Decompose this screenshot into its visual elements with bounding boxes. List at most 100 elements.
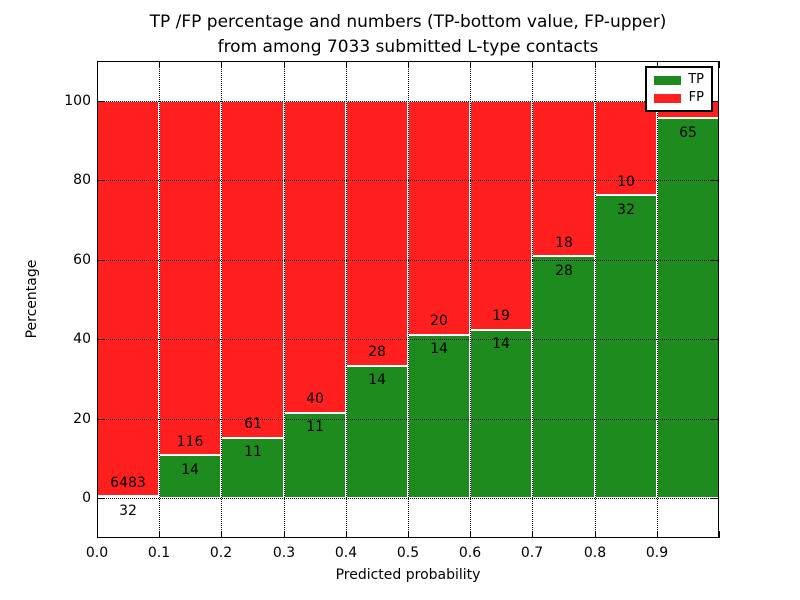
x-axis-label: Predicted probability: [335, 567, 481, 583]
y-tick-mark: [98, 339, 105, 340]
x-tick-label: 0.9: [645, 545, 669, 561]
tp-count-label: 11: [244, 444, 262, 460]
y-tick-mark-right: [711, 498, 718, 499]
y-tick-label: 60: [73, 252, 91, 268]
y-tick-mark: [98, 419, 105, 420]
tp-count-label: 28: [555, 263, 573, 279]
tp-count-label: 32: [617, 202, 635, 218]
y-axis-label: Percentage: [24, 259, 40, 339]
fp-swatch-icon: [654, 93, 681, 103]
vertical-gridline: [159, 61, 160, 538]
x-tick-mark: [284, 531, 285, 538]
bar-fp: [470, 101, 532, 330]
x-tick-mark: [470, 531, 471, 538]
y-tick-label: 80: [73, 172, 91, 188]
fp-count-label: 10: [617, 174, 635, 190]
y-tick-mark-right: [711, 260, 718, 261]
y-tick-mark-right: [711, 339, 718, 340]
x-tick-mark: [719, 531, 720, 538]
horizontal-gridline: [97, 419, 719, 420]
legend-label-tp: TP: [688, 72, 704, 87]
fp-count-label: 28: [368, 344, 386, 360]
x-tick-mark: [657, 531, 658, 538]
x-tick-label: 0.1: [147, 545, 171, 561]
x-tick-mark: [346, 531, 347, 538]
x-tick-label: 0.8: [583, 545, 607, 561]
vertical-gridline: [284, 61, 285, 538]
bar-tp: [408, 335, 470, 498]
vertical-gridline: [346, 61, 347, 538]
bar-tp: [657, 118, 719, 498]
x-tick-mark: [97, 531, 98, 538]
horizontal-gridline: [97, 101, 719, 102]
chart-title-line2: from among 7033 submitted L-type contact…: [217, 37, 599, 57]
x-tick-mark-top: [159, 61, 160, 68]
bar-fp: [532, 101, 595, 256]
y-tick-label: 0: [82, 490, 91, 506]
tp-count-label: 14: [368, 372, 386, 388]
x-tick-mark-top: [532, 61, 533, 68]
horizontal-gridline: [97, 339, 719, 340]
vertical-gridline: [532, 61, 533, 538]
bar-tp: [159, 455, 221, 498]
fp-count-label: 19: [492, 308, 510, 324]
bar-tp: [284, 413, 346, 498]
tp-swatch-icon: [654, 75, 681, 85]
x-tick-label: 0.6: [458, 545, 482, 561]
x-tick-label: 0.2: [209, 545, 233, 561]
vertical-gridline: [657, 61, 658, 538]
fp-count-label: 40: [306, 391, 324, 407]
bar-tp: [532, 256, 595, 498]
fp-count-label: 6483: [110, 475, 146, 491]
bar-tp: [346, 366, 408, 498]
y-tick-mark-right: [711, 419, 718, 420]
x-tick-label: 0.4: [334, 545, 358, 561]
y-tick-mark: [98, 260, 105, 261]
y-tick-mark-right: [711, 101, 718, 102]
chart-title-line1: TP /FP percentage and numbers (TP-bottom…: [149, 12, 667, 32]
tp-count-label: 32: [119, 503, 137, 519]
x-tick-mark-top: [346, 61, 347, 68]
horizontal-gridline: [97, 260, 719, 261]
vertical-gridline: [470, 61, 471, 538]
vertical-gridline: [595, 61, 596, 538]
y-tick-label: 20: [73, 411, 91, 427]
x-tick-label: 0.7: [520, 545, 544, 561]
fp-count-label: 18: [555, 235, 573, 251]
y-tick-mark-right: [711, 180, 718, 181]
tp-count-label: 11: [306, 419, 324, 435]
x-tick-mark: [532, 531, 533, 538]
x-tick-label: 0.0: [85, 545, 109, 561]
x-tick-mark: [595, 531, 596, 538]
x-tick-mark-top: [408, 61, 409, 68]
chart-title: TP /FP percentage and numbers (TP-bottom…: [97, 10, 719, 60]
bar-fp: [284, 101, 346, 413]
legend-label-fp: FP: [688, 90, 704, 105]
bar-fp: [97, 101, 159, 496]
y-tick-label: 100: [64, 93, 91, 109]
x-tick-label: 0.3: [272, 545, 296, 561]
bar-tp: [470, 330, 532, 498]
tp-count-label: 65: [679, 125, 697, 141]
legend: TP FP: [645, 66, 713, 112]
vertical-gridline: [408, 61, 409, 538]
legend-row-fp: FP: [654, 91, 704, 105]
y-tick-mark: [98, 101, 105, 102]
tp-count-label: 14: [430, 341, 448, 357]
fp-count-label: 116: [176, 434, 204, 450]
y-tick-mark: [98, 180, 105, 181]
legend-row-tp: TP: [654, 73, 704, 87]
y-tick-mark: [98, 498, 105, 499]
x-tick-label: 0.5: [396, 545, 420, 561]
x-tick-mark-top: [97, 61, 98, 68]
bar-fp: [408, 101, 470, 335]
x-tick-mark-top: [719, 61, 720, 68]
y-tick-label: 40: [73, 331, 91, 347]
horizontal-gridline: [97, 498, 719, 499]
fp-count-label: 20: [430, 313, 448, 329]
horizontal-gridline: [97, 180, 719, 181]
fp-count-label: 61: [244, 416, 262, 432]
tp-count-label: 14: [181, 462, 199, 478]
bar-fp: [221, 101, 284, 438]
